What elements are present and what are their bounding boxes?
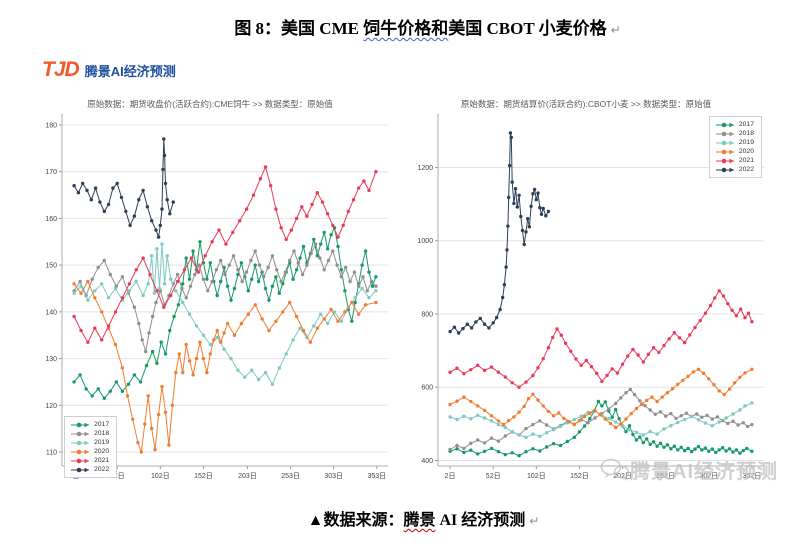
legend-item: 2019 xyxy=(715,138,754,147)
svg-text:140: 140 xyxy=(45,309,57,316)
source-caption: ▲数据来源：腾景 AI 经济预测 ↵ xyxy=(0,506,791,530)
legend-item: 2020 xyxy=(715,147,754,156)
legend-label: 2018 xyxy=(738,130,754,137)
cbot-chart-panel: 原始数据：期货结算价(活跃合约):CBOT小麦 >> 数据类型：原始值 400 6… xyxy=(402,92,777,494)
svg-text:302日: 302日 xyxy=(699,472,718,480)
svg-text:150: 150 xyxy=(45,263,57,270)
figure-title-prefix: 图 8：美国 CME xyxy=(234,19,364,38)
legend-label: 2017 xyxy=(738,121,754,128)
svg-text:353日: 353日 xyxy=(367,472,386,480)
source-caption-wavy: 腾景 xyxy=(403,512,436,529)
svg-text:303日: 303日 xyxy=(324,472,343,480)
legend-marker-icon xyxy=(71,431,89,436)
legend-marker-icon xyxy=(715,158,734,163)
svg-text:1000: 1000 xyxy=(417,238,433,245)
cbot-chart-legend: 2017 2018 2019 2020 2021 2022 xyxy=(708,116,762,178)
legend-label: 2020 xyxy=(94,448,110,455)
svg-text:352日: 352日 xyxy=(743,472,762,480)
source-caption-suffix: AI 经济预测 xyxy=(435,512,526,529)
cbot-chart-title: 原始数据：期货结算价(活跃合约):CBOT小麦 >> 数据类型：原始值 xyxy=(460,99,712,109)
svg-text:102日: 102日 xyxy=(151,472,170,480)
legend-marker-icon xyxy=(71,458,89,463)
figure-title-suffix: 美国 CBOT 小麦价格 xyxy=(448,19,607,38)
svg-text:2日: 2日 xyxy=(445,472,456,480)
svg-text:120: 120 xyxy=(45,403,57,410)
figure-title: 图 8：美国 CME 饲牛价格和美国 CBOT 小麦价格 ↵ xyxy=(0,14,791,39)
svg-text:252日: 252日 xyxy=(656,472,675,480)
legend-label: 2021 xyxy=(94,457,110,464)
legend-item: 2018 xyxy=(715,129,754,138)
legend-label: 2020 xyxy=(738,148,754,155)
legend-marker-icon xyxy=(715,167,734,172)
svg-text:170: 170 xyxy=(45,169,57,176)
cme-chart-legend: 2017 2018 2019 2020 2021 2022 xyxy=(64,416,118,478)
wechat-icon xyxy=(600,458,630,481)
svg-text:52日: 52日 xyxy=(486,472,501,480)
legend-item: 2018 xyxy=(70,429,109,438)
legend-item: 2021 xyxy=(70,456,109,465)
legend-item: 2022 xyxy=(70,465,109,474)
svg-text:180: 180 xyxy=(45,123,57,130)
legend-item: 2017 xyxy=(715,120,754,129)
return-mark-icon: ↵ xyxy=(529,514,540,528)
legend-label: 2019 xyxy=(738,139,754,146)
legend-item: 2022 xyxy=(715,165,754,174)
svg-text:203日: 203日 xyxy=(238,472,257,480)
cme-chart-title: 原始数据：期货收盘价(活跃合约):CME饲牛 >> 数据类型：原始值 xyxy=(87,99,333,109)
svg-text:160: 160 xyxy=(45,216,57,223)
svg-text:1200: 1200 xyxy=(417,165,433,172)
svg-text:400: 400 xyxy=(421,458,433,465)
legend-label: 2019 xyxy=(94,439,110,446)
svg-text:152日: 152日 xyxy=(570,472,589,480)
legend-item: 2017 xyxy=(70,420,109,429)
svg-text:130: 130 xyxy=(45,356,57,363)
svg-text:110: 110 xyxy=(46,449,57,456)
svg-text:152日: 152日 xyxy=(194,472,213,480)
tjd-logo-name: 腾景AI经济预测 xyxy=(84,63,176,79)
legend-marker-icon xyxy=(715,149,734,154)
legend-label: 2022 xyxy=(94,466,110,473)
legend-item: 2021 xyxy=(715,156,754,165)
legend-label: 2021 xyxy=(738,157,754,164)
cme-chart-panel: 原始数据：期货收盘价(活跃合约):CME饲牛 >> 数据类型：原始值 110 12… xyxy=(26,92,394,494)
legend-item: 2019 xyxy=(70,438,109,447)
return-mark-icon: ↵ xyxy=(610,23,621,37)
svg-text:202日: 202日 xyxy=(613,472,632,480)
watermark: 腾景AI经济预测 xyxy=(600,455,778,484)
legend-label: 2018 xyxy=(94,430,110,437)
cbot-chart-canvas: 400 600 800 1000 1200 2日 52日 102日 152日 202日 252日 30… xyxy=(417,114,764,480)
tjd-logo: TJD 腾景AI经济预测 xyxy=(42,58,176,82)
svg-text:800: 800 xyxy=(421,311,433,318)
legend-label: 2022 xyxy=(738,166,754,173)
source-caption-prefix: ▲数据来源： xyxy=(307,512,404,529)
legend-marker-icon xyxy=(715,140,734,145)
legend-marker-icon xyxy=(71,422,89,427)
legend-marker-icon xyxy=(715,122,734,127)
svg-text:600: 600 xyxy=(421,385,433,392)
legend-item: 2020 xyxy=(70,447,109,456)
legend-marker-icon xyxy=(71,440,89,445)
cme-chart-canvas: 1101201301401501601701802日52日102日152日203… xyxy=(45,114,388,480)
svg-text:102日: 102日 xyxy=(527,472,546,480)
legend-marker-icon xyxy=(71,467,89,472)
tjd-logo-letters: TJD xyxy=(42,58,80,81)
legend-label: 2017 xyxy=(94,421,110,428)
svg-text:253日: 253日 xyxy=(281,472,300,480)
legend-marker-icon xyxy=(71,449,89,454)
svg-text:52日: 52日 xyxy=(110,472,125,480)
figure-title-wavy: 饲牛价格和 xyxy=(363,19,449,38)
legend-marker-icon xyxy=(715,131,734,136)
watermark-text: 腾景AI经济预测 xyxy=(630,461,778,483)
